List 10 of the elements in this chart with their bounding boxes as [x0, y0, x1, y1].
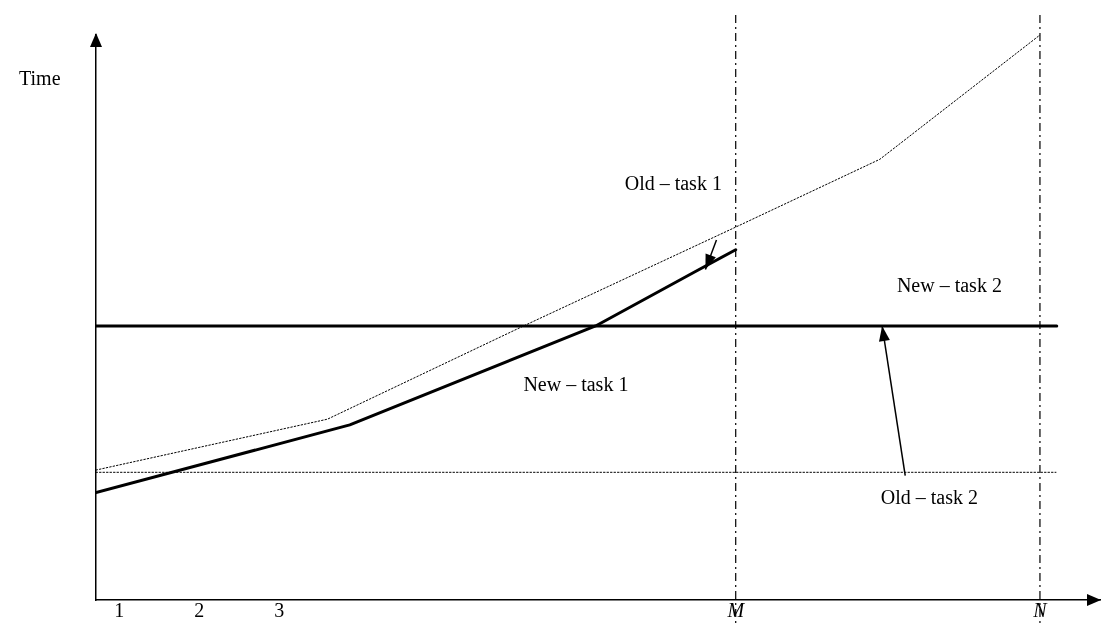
series-label: New – task 1 — [523, 372, 629, 395]
series-label: Old – task 2 — [880, 485, 978, 508]
x-tick-label: N — [1032, 599, 1049, 622]
x-tick-label: 1 — [114, 599, 125, 622]
x-tick-label: M — [726, 599, 746, 622]
series-label: New – task 2 — [896, 273, 1002, 296]
x-tick-label: 3 — [274, 599, 285, 622]
x-tick-label: 2 — [194, 599, 205, 622]
series-label: Old – task 1 — [624, 171, 722, 194]
y-axis-title: Time — [19, 67, 61, 90]
